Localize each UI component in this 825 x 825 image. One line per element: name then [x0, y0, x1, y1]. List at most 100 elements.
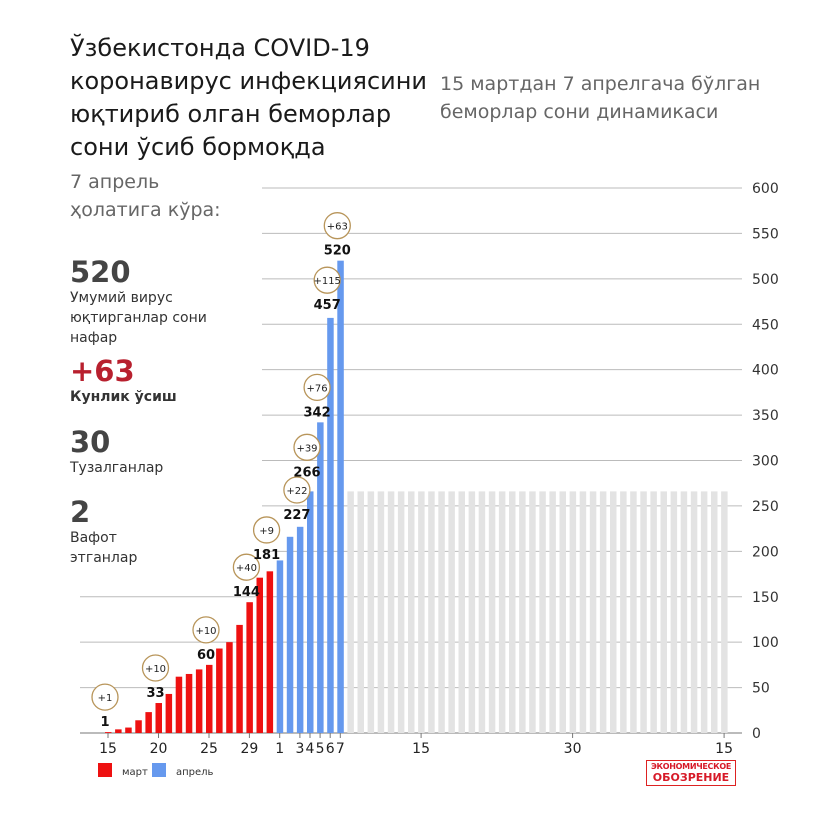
data-label: 1 [100, 715, 109, 730]
bar-март [185, 673, 193, 733]
data-label: 342 [304, 405, 331, 420]
delta-label: +10 [145, 664, 166, 675]
bar-март [155, 703, 162, 733]
delta-circle [232, 553, 261, 581]
bar-март [115, 729, 122, 733]
bar-future [367, 491, 375, 733]
bar-future [357, 491, 364, 733]
x-tick-label: 20 [150, 741, 168, 757]
y-tick-label: 600 [752, 181, 779, 197]
bar-future [448, 491, 455, 733]
bar-future [478, 491, 486, 733]
y-tick-label: 150 [752, 590, 779, 606]
bar-future [498, 491, 506, 733]
bar-future [438, 491, 445, 733]
delta-label: +39 [296, 443, 317, 454]
x-tick-label: 30 [564, 741, 582, 757]
bar-future [650, 491, 657, 733]
delta-circle [141, 654, 170, 682]
y-tick-label: 350 [752, 408, 779, 424]
logo-line2: ОБОЗРЕНИЕ [652, 771, 730, 784]
y-tick-label: 550 [752, 226, 779, 242]
bar-апрель [276, 560, 284, 733]
legend-swatch-april [152, 763, 166, 777]
bar-future [721, 491, 728, 733]
y-tick-label: 300 [752, 454, 779, 470]
as-of-date: 7 апрель ҳолатига кўра: [70, 171, 221, 221]
bar-апрель [337, 260, 344, 733]
bar-future [680, 491, 688, 733]
bar-future [569, 491, 577, 733]
bar-март [216, 648, 223, 733]
stat-label: Тузалганлар [70, 460, 164, 476]
stat-value: 30 [70, 425, 111, 459]
bar-март [195, 669, 203, 733]
bar-апрель [327, 317, 334, 733]
bar-март [165, 693, 173, 733]
bar-future [589, 491, 597, 733]
x-tick-label: 25 [200, 741, 218, 757]
x-tick-label: 6 [326, 741, 335, 757]
delta-label: +63 [327, 222, 348, 233]
bar-future [488, 491, 496, 733]
bar-future [468, 491, 476, 733]
chart-subtitle: 15 мартдан 7 апрелгача бўлган беморлар с… [440, 73, 761, 123]
bar-future [387, 491, 395, 733]
bar-future [660, 491, 667, 733]
stat-label: Вафот этганлар [70, 530, 138, 566]
delta-label: +40 [236, 563, 257, 574]
publisher-logo: ЭКОНОМИЧЕСКОЕ ОБОЗРЕНИЕ [646, 760, 736, 786]
bar-апрель [286, 536, 294, 733]
bar-март [256, 577, 263, 733]
bar-future [347, 491, 354, 733]
stat-label: Умумий вирус юқтирганлар сони нафар [70, 290, 207, 346]
delta-label: +1 [98, 693, 113, 704]
x-tick-label: 7 [336, 741, 345, 757]
bar-future [428, 491, 435, 733]
delta-circle [283, 476, 311, 504]
bar-март [206, 664, 213, 733]
bar-март [145, 712, 152, 733]
bar-future [559, 491, 566, 733]
delta-label: +9 [259, 526, 274, 537]
y-tick-label: 400 [752, 363, 779, 379]
x-tick-label: 3 [295, 741, 304, 757]
data-label: 520 [324, 244, 351, 259]
x-tick-label: 15 [715, 741, 733, 757]
y-tick-label: 250 [752, 499, 779, 515]
stat-deaths: 2 Вафот этганлар [70, 496, 150, 568]
delta-circle [192, 616, 220, 644]
stat-daily-growth: +63 Кунлик ўсиш [70, 355, 177, 407]
bar-future [711, 491, 718, 733]
legend-label-april: апрель [176, 767, 214, 778]
bar-future [377, 491, 385, 733]
bar-future [549, 491, 556, 733]
stat-value: 520 [70, 255, 131, 289]
delta-circle [303, 373, 331, 402]
bar-future [519, 491, 526, 733]
bar-future [690, 491, 698, 733]
x-tick-label: 1 [275, 741, 284, 757]
bar-март [226, 642, 233, 733]
bar-future [509, 491, 516, 733]
bar-март [105, 732, 112, 733]
bar-future [539, 491, 546, 733]
stat-total: 520 Умумий вирус юқтирганлар сони нафар [70, 256, 260, 348]
data-label: 60 [197, 648, 215, 663]
y-tick-label: 0 [752, 726, 761, 742]
bar-апрель [307, 491, 314, 733]
delta-circle [323, 212, 351, 240]
delta-circle [313, 266, 341, 294]
delta-label: +115 [313, 276, 340, 287]
data-label: 227 [283, 508, 310, 523]
data-label: 144 [233, 585, 260, 600]
bar-future [640, 491, 647, 733]
data-label: 457 [314, 298, 341, 313]
bar-future [418, 491, 425, 733]
x-tick-label: 5 [316, 741, 325, 757]
y-tick-label: 450 [752, 317, 779, 333]
y-tick-label: 500 [752, 272, 779, 288]
bar-март [246, 602, 253, 733]
page-title: Ўзбекистонда COVID-19 коронавирус инфекц… [70, 34, 428, 161]
data-label: 33 [146, 686, 164, 701]
